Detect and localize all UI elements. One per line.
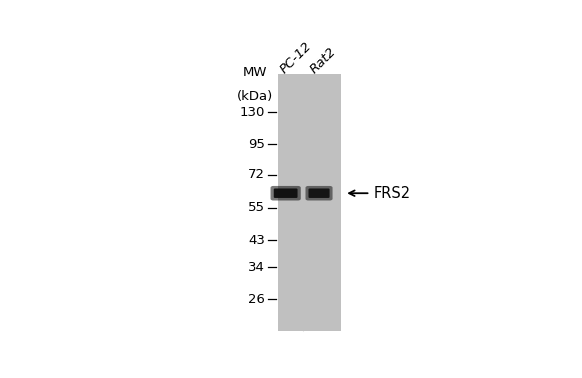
FancyBboxPatch shape [308,189,329,198]
Text: 26: 26 [249,293,265,306]
FancyBboxPatch shape [274,189,297,198]
Text: 34: 34 [249,261,265,274]
FancyBboxPatch shape [306,186,332,200]
Text: 95: 95 [249,138,265,151]
Text: 55: 55 [249,201,265,214]
Text: (kDa): (kDa) [237,90,274,104]
Bar [278,74,341,331]
Text: Rat2: Rat2 [307,45,338,76]
Text: 43: 43 [249,234,265,247]
Text: PC-12: PC-12 [278,39,314,76]
Text: 72: 72 [249,168,265,181]
Text: MW: MW [243,66,268,79]
Text: 130: 130 [240,106,265,119]
FancyBboxPatch shape [271,186,301,200]
Text: FRS2: FRS2 [374,186,411,201]
